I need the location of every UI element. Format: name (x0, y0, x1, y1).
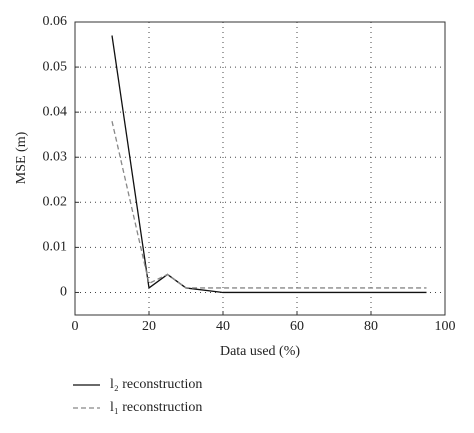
legend-label: l₂ reconstruction (110, 377, 202, 392)
y-tick-label: 0.04 (43, 104, 68, 119)
y-tick-label: 0.03 (43, 149, 68, 164)
x-tick-label: 80 (364, 319, 378, 334)
x-tick-label: 20 (142, 319, 156, 334)
x-tick-label: 100 (435, 319, 456, 334)
y-tick-label: 0.01 (43, 240, 68, 255)
plot-frame (74, 21, 446, 316)
x-tick-label: 40 (216, 319, 230, 334)
legend-label: l₁ reconstruction (110, 400, 202, 415)
y-tick-label: 0.02 (43, 195, 68, 210)
series-line (111, 121, 427, 289)
series-line (111, 35, 427, 294)
y-tick-label: 0 (60, 285, 67, 300)
y-tick-label: 0.05 (43, 59, 68, 74)
y-tick-label: 0.06 (43, 14, 68, 29)
x-tick-label: 60 (290, 319, 304, 334)
y-axis-label: MSE (m) (14, 131, 29, 184)
x-axis-label: Data used (%) (220, 344, 300, 359)
x-tick-label: 0 (72, 319, 79, 334)
